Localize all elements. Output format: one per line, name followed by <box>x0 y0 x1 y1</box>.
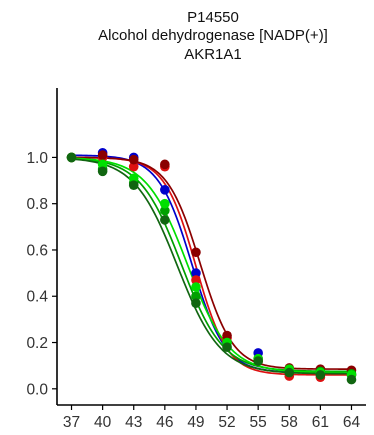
data-point-s6-8 <box>315 370 326 380</box>
data-point-s5-1 <box>97 159 108 170</box>
data-point-s5-2 <box>128 173 139 184</box>
y-tick-label: 1.0 <box>26 150 48 167</box>
x-tick-label: 58 <box>281 414 298 431</box>
fit-curve-2 <box>71 156 352 376</box>
y-tick-label: 0.2 <box>26 335 48 352</box>
x-tick-label: 40 <box>94 414 112 431</box>
fit-curve-6 <box>71 158 352 375</box>
x-tick-label: 46 <box>156 414 173 431</box>
data-point-s6-1 <box>97 166 108 177</box>
x-tick-label: 52 <box>218 414 235 431</box>
data-point-s5-3 <box>160 198 170 209</box>
data-point-s6-3 <box>160 215 170 225</box>
title-line-2: Alcohol dehydrogenase [NADP(+)] <box>98 27 328 44</box>
fit-curve-5 <box>71 157 352 374</box>
data-point-s1-3 <box>160 185 170 195</box>
fit-curve-1 <box>71 154 352 374</box>
fit-curves <box>71 154 352 376</box>
y-tick-label: 0.4 <box>26 289 48 306</box>
fit-curve-3 <box>71 156 352 370</box>
x-tick-label: 37 <box>63 414 80 431</box>
title-line-1: P14550 <box>187 9 239 26</box>
x-tick-label: 64 <box>343 414 361 431</box>
x-tick-label: 43 <box>125 414 142 431</box>
data-point-s6-5 <box>222 342 232 352</box>
data-point-s2-4 <box>191 275 201 285</box>
data-point-s3-4 <box>191 247 201 258</box>
data-point-s3-2 <box>128 154 139 165</box>
data-point-s6-6 <box>253 356 263 366</box>
data-point-s4-4 <box>191 291 201 302</box>
axes: 37 40 43 46 49 52 55 58 61 64 0.0 0.2 0.4 0.6 0.8 1.0 <box>26 88 366 431</box>
data-point-s6-2 <box>128 180 139 190</box>
data-point-s6-0 <box>66 152 77 163</box>
data-point-s3-3 <box>160 159 170 170</box>
data-point-s2-2 <box>128 161 139 172</box>
data-point-s6-7 <box>284 367 295 378</box>
fit-curve-4 <box>71 157 352 373</box>
y-tick-label: 0.8 <box>26 196 48 213</box>
x-tick-label: 49 <box>187 414 204 431</box>
chart-title: P14550 Alcohol dehydrogenase [NADP(+)] A… <box>98 9 328 63</box>
data-points <box>66 147 357 385</box>
data-point-s3-1 <box>97 150 108 160</box>
y-tick-label: 0.6 <box>26 242 48 259</box>
title-line-3: AKR1A1 <box>184 46 242 63</box>
data-point-s6-4 <box>191 298 201 308</box>
data-point-s4-3 <box>160 205 170 216</box>
data-point-s1-4 <box>191 268 201 278</box>
x-tick-label: 61 <box>312 414 329 431</box>
y-tick-label: 0.0 <box>26 381 48 398</box>
data-point-s3-5 <box>222 330 232 341</box>
data-point-s5-4 <box>191 282 201 292</box>
x-tick-label: 55 <box>250 414 267 431</box>
data-point-s6-9 <box>346 374 357 385</box>
